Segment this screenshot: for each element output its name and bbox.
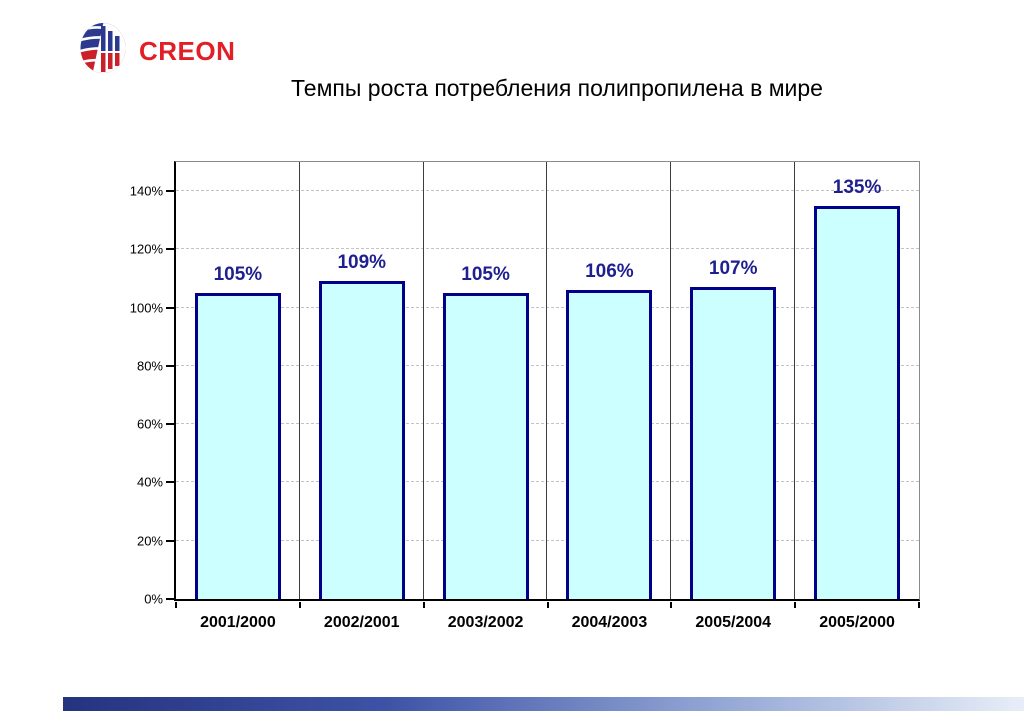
y-axis-label: 20%: [136, 533, 163, 549]
y-axis-label: 80%: [136, 358, 163, 374]
bar-value-label: 135%: [832, 176, 882, 198]
y-axis-tick: [166, 539, 174, 542]
gridline: [176, 248, 919, 250]
category-separator: [298, 162, 300, 599]
x-axis-label: 2001/2000: [200, 614, 276, 631]
plot-cells: 105% 2001/2000 109% 2002/2001 105% 2003/2002 1…: [176, 162, 919, 631]
x-axis-label: 2004/2003: [571, 614, 648, 631]
bar: [690, 287, 777, 599]
category-separator: [794, 162, 796, 599]
y-axis-tick: [166, 190, 174, 193]
y-axis-tick: [166, 306, 174, 309]
x-axis-tick: [546, 602, 549, 608]
y-axis-label: 120%: [129, 241, 163, 257]
gridline: [176, 481, 919, 483]
creon-logo: CREON: [80, 22, 235, 79]
bar: [318, 281, 405, 599]
y-axis-label: 40%: [136, 474, 163, 490]
plot-area: 0% 20% 40% 60% 80% 100% 120% 140% 105% 2001/2000 1…: [130, 161, 920, 631]
category-cell: 107% 2005/2004: [671, 162, 796, 631]
bar-value-label: 105%: [461, 264, 510, 286]
creon-wordmark: CREON: [139, 35, 236, 66]
x-axis-tick: [794, 602, 797, 608]
slide-title: Темпы роста потребления полипропилена в …: [291, 75, 823, 101]
gridline: [176, 539, 919, 541]
gridline: [176, 190, 919, 192]
y-axis-label: 100%: [129, 300, 163, 316]
bar: [814, 205, 901, 599]
category-cell: 109% 2002/2001: [300, 162, 424, 631]
creon-globe-icon: [80, 22, 130, 79]
bar: [442, 293, 529, 599]
category-separator: [670, 162, 672, 599]
category-cell: 105% 2003/2002: [424, 162, 548, 631]
bar-value-label: 105%: [213, 264, 263, 286]
category-cell: 106% 2004/2003: [547, 162, 672, 631]
y-axis-tick: [166, 423, 174, 426]
y-axis-tick: [166, 481, 174, 484]
y-axis-label: 0%: [144, 591, 163, 607]
gridline: [176, 306, 919, 308]
category-cell: 135% 2005/2000: [795, 162, 919, 631]
x-axis-label: 2005/2004: [695, 614, 772, 631]
category-separator: [422, 162, 424, 599]
gridline: [176, 364, 919, 366]
x-axis-label: 2002/2001: [323, 614, 400, 631]
y-axis-label: 60%: [136, 416, 163, 432]
y-axis-label: 140%: [129, 183, 163, 199]
x-axis-tick: [918, 602, 920, 608]
bar: [566, 290, 653, 599]
y-axis-tick: [166, 598, 174, 600]
bar: [194, 293, 281, 599]
x-axis-tick: [298, 602, 301, 608]
x-axis-tick: [422, 602, 425, 608]
bar-value-label: 106%: [585, 261, 634, 283]
bar-value-label: 107%: [708, 258, 758, 280]
x-axis-tick: [670, 602, 673, 608]
x-axis-label: 2005/2000: [819, 614, 895, 631]
category-separator: [546, 162, 548, 599]
y-axis-tick: [166, 248, 174, 251]
category-cell: 105% 2001/2000: [176, 162, 300, 631]
gridline: [176, 423, 919, 425]
bar-value-label: 109%: [337, 252, 387, 274]
y-axis-tick: [166, 364, 174, 367]
x-axis-label: 2003/2002: [447, 614, 524, 631]
x-axis-tick: [175, 602, 177, 608]
footer-gradient-bar: [63, 697, 1024, 711]
